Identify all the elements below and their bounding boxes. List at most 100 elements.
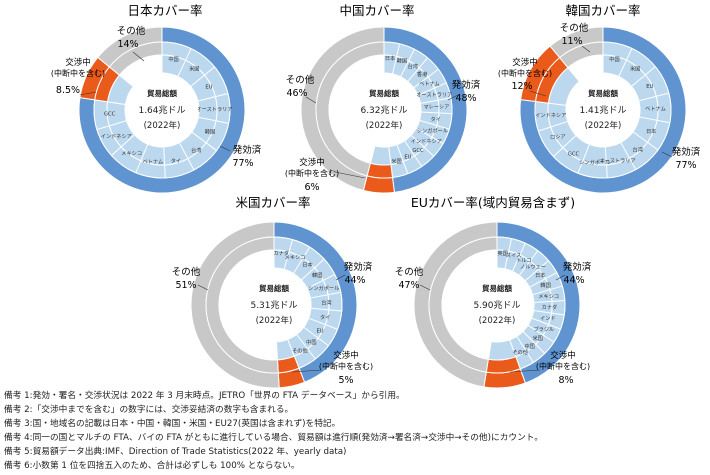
segment-divider xyxy=(631,66,656,87)
country-label: 香港 xyxy=(417,70,428,78)
country-label: ベトナム xyxy=(143,159,164,166)
chart-1-nego-name-2: (中断中を含む) xyxy=(51,68,105,78)
chart-3-eff-label: 77% xyxy=(675,160,696,171)
country-label: カナダ xyxy=(542,303,558,311)
chart-3-other-name: その他 xyxy=(560,22,589,34)
center-text-1: 1.64兆ドル xyxy=(138,105,185,116)
country-label: オーストラリア xyxy=(600,157,636,164)
segment-divider xyxy=(639,116,670,124)
segment-divider xyxy=(419,119,450,130)
chart-5-eff-label: 44% xyxy=(563,275,584,286)
segment-divider xyxy=(396,144,409,174)
country-label: EU xyxy=(404,155,411,161)
country-label: インドネシア xyxy=(411,138,442,145)
country-label: その他 xyxy=(512,348,528,356)
center-text-1: 1.41兆ドル xyxy=(579,105,626,116)
center-text-1: 5.90兆ドル xyxy=(473,300,520,311)
center-text-2: (2022年) xyxy=(144,120,181,131)
segment-divider xyxy=(191,131,217,151)
segment-divider xyxy=(163,146,166,178)
segment-divider xyxy=(310,291,341,299)
country-label: メキシコ xyxy=(285,254,306,261)
country-label: EU xyxy=(316,328,323,334)
segment-divider xyxy=(522,330,546,354)
donut-center xyxy=(567,74,639,146)
segment-divider xyxy=(407,57,428,82)
country-label: ブラジル xyxy=(533,325,554,333)
country-label: GCC xyxy=(104,112,116,118)
note-4: 備考 4:同一の国とマルチの FTA、バイの FTA がともに進行している場合、… xyxy=(4,433,543,444)
note-5: 備考 5:貿易額データ出典:IMF、Direction of Trade Sta… xyxy=(4,447,347,458)
country-label: 中国 xyxy=(168,55,178,63)
segment-divider xyxy=(400,48,415,78)
segment-divider xyxy=(533,299,565,304)
segment-divider xyxy=(306,274,336,289)
chart-2-other-label: 46% xyxy=(286,88,307,99)
chart-4-nego-label: 5% xyxy=(338,375,353,386)
country-label: 韓国 xyxy=(312,271,322,279)
country-label: ベトナム xyxy=(645,105,666,112)
core-segment xyxy=(218,249,278,361)
center-text-0: 貿易総額 xyxy=(369,88,399,98)
segment-divider xyxy=(511,242,526,272)
donut-slice-negotiating xyxy=(362,175,395,194)
country-label: 米国 xyxy=(189,65,199,73)
chart-1-other-label: 14% xyxy=(117,39,138,50)
country-label: 韓国 xyxy=(540,281,550,289)
chart-5-nego-name-2: (中断中を含む) xyxy=(536,361,590,371)
country-label: 英国 xyxy=(497,249,507,257)
core-segment xyxy=(106,54,218,166)
segment-divider xyxy=(516,336,534,363)
chart-4-nego-name-1: 交渉中 xyxy=(333,350,359,361)
chart-5-eff-name: 発効済 xyxy=(563,261,592,273)
country-label: メキシコ xyxy=(121,150,142,157)
country-label: トルコ xyxy=(516,257,531,264)
country-label: スイス xyxy=(506,252,521,259)
country-label: 日本 xyxy=(535,271,545,279)
segment-divider xyxy=(420,111,452,115)
country-label: その他 xyxy=(292,347,308,355)
chart-3-nego-label: 12% xyxy=(511,81,532,92)
chart-3-eff-name: 発効済 xyxy=(672,146,701,158)
country-label: タイ xyxy=(320,313,330,321)
country-label: 米国 xyxy=(532,334,542,342)
center-text-0: 貿易総額 xyxy=(588,88,618,98)
donut-center xyxy=(126,74,198,146)
segment-divider xyxy=(524,260,549,282)
segment-divider xyxy=(620,142,637,170)
segment-divider xyxy=(300,258,325,281)
center-text-0: 貿易総額 xyxy=(259,283,289,293)
country-label: 中国 xyxy=(524,342,534,350)
segment-divider xyxy=(518,250,539,276)
country-label: タイ xyxy=(431,115,441,123)
core-segment xyxy=(547,54,659,166)
center-text-2: (2022年) xyxy=(366,120,403,131)
segment-divider xyxy=(96,120,127,131)
country-label: EU xyxy=(646,84,653,90)
country-label: シンガポール xyxy=(417,127,448,135)
note-6: 備考 6:小数第 1 位を四捨五入のため、合計は必ずしも 100% とならない。 xyxy=(4,461,300,472)
segment-divider xyxy=(420,97,452,104)
segment-divider xyxy=(538,120,568,132)
country-label: メキシコ xyxy=(538,293,559,300)
chart-2-other-name: その他 xyxy=(286,74,315,86)
country-label: 中国 xyxy=(609,55,619,63)
chart-1-other-name: その他 xyxy=(117,25,146,37)
core-segment xyxy=(567,54,604,83)
chart-2-nego-label: 6% xyxy=(304,182,319,193)
chart-4-other-label: 51% xyxy=(175,280,196,291)
chart-1-title: 日本カバー率 xyxy=(127,3,202,18)
chart-4-nego-name-2: (中断中を含む) xyxy=(319,361,373,371)
chart-5-nego-name-1: 交渉中 xyxy=(550,350,576,361)
segment-divider xyxy=(198,116,229,124)
segment-divider xyxy=(553,134,577,157)
chart-2-title: 中国カバー率 xyxy=(339,3,414,18)
donut-center xyxy=(348,74,420,146)
chart-1-eff-label: 77% xyxy=(232,158,253,169)
segment-divider xyxy=(310,307,342,312)
chart-2-eff-label: 48% xyxy=(455,93,476,104)
segment-divider xyxy=(527,324,555,343)
country-label: 韓国 xyxy=(205,127,215,135)
